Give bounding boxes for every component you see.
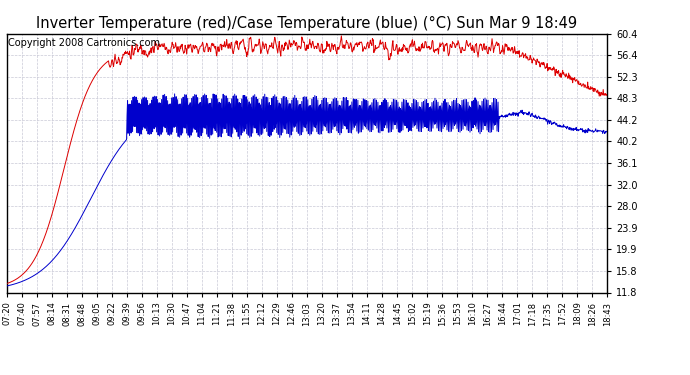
- Text: Copyright 2008 Cartronics.com: Copyright 2008 Cartronics.com: [8, 38, 160, 48]
- Title: Inverter Temperature (red)/Case Temperature (blue) (°C) Sun Mar 9 18:49: Inverter Temperature (red)/Case Temperat…: [37, 16, 578, 31]
